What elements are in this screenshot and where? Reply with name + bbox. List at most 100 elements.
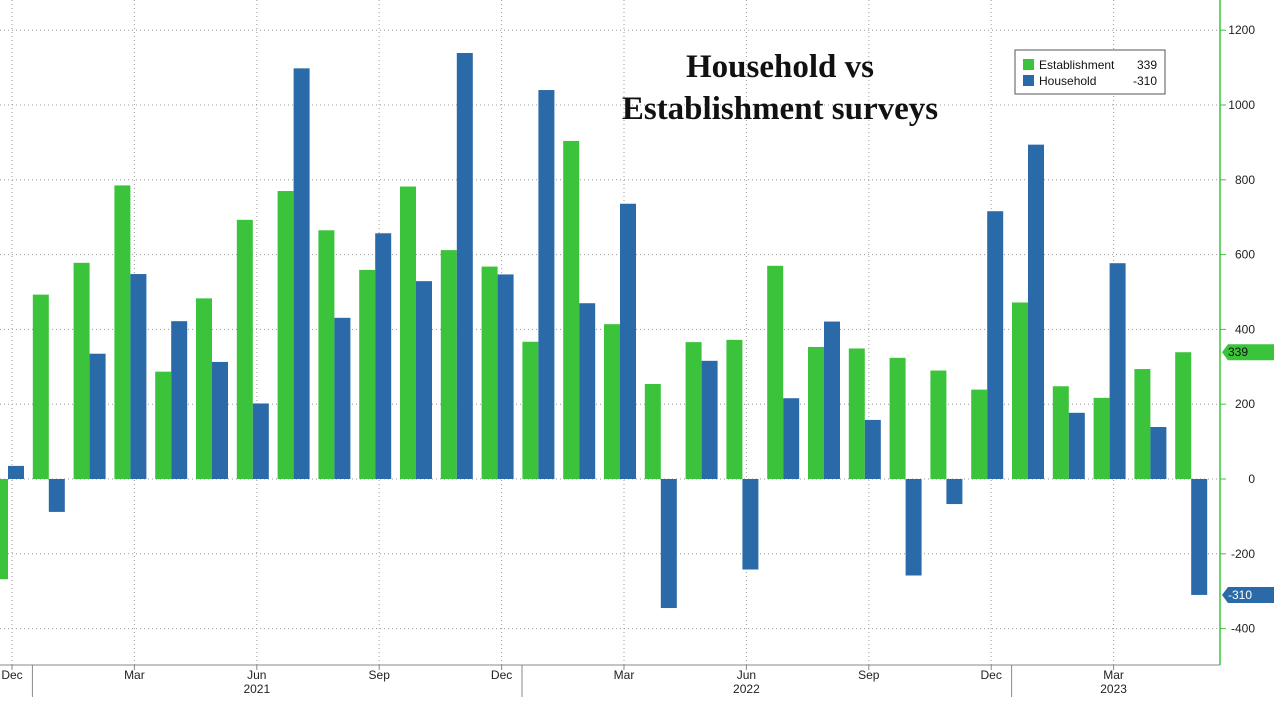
- bar-establishment-2021-11: [440, 250, 457, 479]
- tag-value: 339: [1228, 345, 1248, 359]
- legend-label-household: Household: [1039, 74, 1096, 88]
- bar-establishment-2021-02: [73, 262, 90, 479]
- legend-label-establishment: Establishment: [1039, 58, 1115, 72]
- x-month-label: Mar: [614, 668, 635, 682]
- bar-establishment-2021-08: [318, 230, 335, 479]
- bar-establishment-2023-03: [1093, 397, 1110, 479]
- bar-household-2023-03: [1109, 263, 1126, 479]
- y-tick-label: 600: [1235, 248, 1255, 262]
- bar-household-2021-03: [130, 274, 147, 479]
- bar-household-2022-02: [579, 303, 596, 479]
- y-tick-label: -400: [1231, 622, 1255, 636]
- bar-household-2021-11: [456, 53, 473, 479]
- bar-household-2021-12: [497, 274, 514, 479]
- legend-value-household: -310: [1133, 74, 1157, 88]
- bar-household-2022-03: [620, 203, 636, 479]
- bar-household-2023-05: [1191, 479, 1208, 595]
- bar-establishment-2022-01: [522, 341, 539, 479]
- bar-household-2022-10: [905, 479, 922, 576]
- chart-title: Household vs Establishment surveys: [622, 49, 938, 127]
- bar-household-2020-12: [8, 465, 24, 479]
- x-year-label: 2023: [1100, 682, 1127, 696]
- legend-box: [1014, 49, 1166, 95]
- bar-household-2023-02: [1068, 412, 1085, 479]
- bar-household-2022-01: [538, 90, 555, 479]
- y-tick-label: 400: [1235, 322, 1255, 336]
- bar-household-2021-05: [212, 361, 228, 479]
- bar-household-2022-04: [660, 479, 677, 609]
- bar-establishment-2021-10: [400, 186, 416, 480]
- x-year-label: 2022: [733, 682, 760, 696]
- x-month-label: Jun: [247, 668, 266, 682]
- bar-establishment-2023-04: [1134, 369, 1151, 479]
- y-tick-label: 0: [1248, 472, 1255, 486]
- bar-establishment-2021-04: [155, 371, 172, 479]
- bar-household-2021-10: [416, 281, 432, 479]
- legend-value-establishment: 339: [1137, 58, 1157, 72]
- x-month-label: Sep: [369, 668, 391, 682]
- legend[interactable]: Establishment 339 Household -310: [1014, 49, 1166, 95]
- bar-household-2022-05: [701, 360, 718, 479]
- tag-shape: [1222, 586, 1274, 603]
- bar-establishment-2022-05: [685, 342, 702, 479]
- bar-establishment-2023-05: [1175, 352, 1192, 479]
- bar-household-2022-11: [946, 479, 963, 505]
- bar-establishment-2022-02: [563, 140, 580, 480]
- bar-household-2021-08: [334, 317, 351, 479]
- last-value-tag-establishment: 339: [1222, 344, 1274, 361]
- bar-establishment-2021-07: [277, 191, 294, 479]
- bar-household-2023-01: [1028, 144, 1044, 480]
- x-axis-labels: Dec Mar Jun Sep Dec Mar Jun Sep Dec Mar 2021 2022 20…: [1, 665, 1127, 697]
- x-month-label: Dec: [1, 668, 22, 682]
- bar-household-2021-09: [375, 233, 392, 479]
- bar-household-2022-06: [742, 479, 759, 570]
- bar-establishment-2022-04: [644, 384, 661, 479]
- title-line-2: Establishment surveys: [622, 91, 938, 127]
- y-tick-label: 200: [1235, 397, 1255, 411]
- bar-household-2021-07: [293, 68, 310, 480]
- title-line-1: Household vs: [686, 49, 874, 85]
- last-value-tags: 339 -310: [1222, 344, 1274, 603]
- bar-household-2022-12: [987, 211, 1004, 479]
- bar-establishment-2021-12: [481, 266, 498, 479]
- bar-establishment-2020-12: [0, 479, 8, 580]
- x-month-label: Mar: [1103, 668, 1124, 682]
- x-month-label: Dec: [981, 668, 1002, 682]
- bar-establishment-2022-08: [808, 346, 824, 479]
- x-month-label: Sep: [858, 668, 880, 682]
- bars: [0, 53, 1208, 609]
- tag-shape: [1222, 344, 1274, 361]
- y-tick-label: 1000: [1228, 98, 1255, 112]
- x-year-label: 2021: [243, 682, 270, 696]
- bar-household-2021-04: [171, 321, 188, 479]
- x-month-label: Mar: [124, 668, 145, 682]
- bar-establishment-2022-10: [889, 357, 906, 479]
- bar-household-2022-07: [783, 398, 800, 479]
- x-month-label: Dec: [491, 668, 512, 682]
- bar-establishment-2022-12: [971, 389, 988, 479]
- bar-establishment-2023-02: [1052, 386, 1069, 479]
- y-tick-label: -200: [1231, 547, 1255, 561]
- bar-establishment-2023-01: [1012, 302, 1028, 479]
- legend-swatch-establishment: [1023, 59, 1034, 70]
- bar-household-2023-04: [1150, 427, 1167, 479]
- bar-establishment-2021-05: [196, 298, 212, 479]
- bar-establishment-2021-03: [114, 185, 131, 479]
- x-month-label: Jun: [737, 668, 756, 682]
- axes: -400 -200 0 200 400 600 800 1000 1200: [0, 0, 1255, 666]
- y-tick-label: 1200: [1228, 23, 1255, 37]
- bar-household-2021-06: [252, 403, 269, 479]
- bar-establishment-2022-09: [848, 348, 865, 479]
- bar-establishment-2021-09: [359, 269, 376, 479]
- bar-household-2022-08: [824, 321, 840, 479]
- bar-establishment-2021-06: [236, 219, 253, 479]
- legend-swatch-household: [1023, 75, 1034, 86]
- bar-establishment-2021-01: [32, 294, 49, 479]
- bar-establishment-2022-03: [604, 324, 620, 479]
- bar-establishment-2022-07: [767, 265, 784, 479]
- bar-household-2021-01: [48, 479, 65, 512]
- bar-household-2022-09: [864, 419, 881, 479]
- bar-establishment-2022-11: [930, 370, 947, 479]
